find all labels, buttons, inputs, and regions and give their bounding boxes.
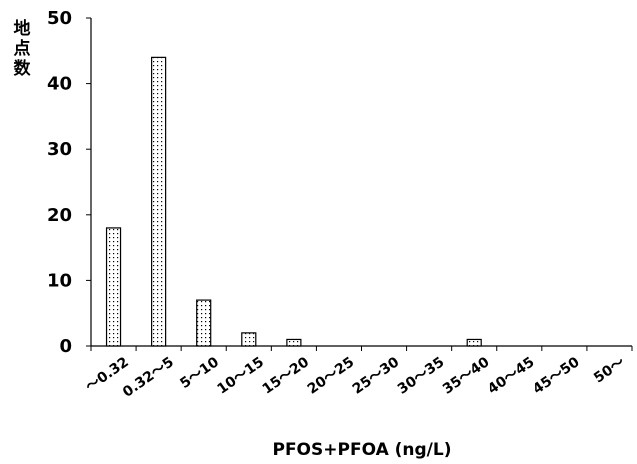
- x-tick-label: 30～35: [395, 354, 448, 397]
- x-tick-label: 20～25: [305, 354, 358, 397]
- bar: [241, 332, 257, 347]
- axes: [86, 17, 633, 351]
- y-axis-label-char: 数: [14, 58, 32, 79]
- x-axis-label: PFOS+PFOA (ng/L): [272, 440, 451, 459]
- y-tick-label: 40: [47, 74, 72, 95]
- y-tick-label: 50: [47, 8, 72, 29]
- y-tick-label: 20: [47, 205, 72, 226]
- x-tick-label: 45～50: [530, 354, 583, 398]
- y-axis-label-char: 点: [14, 38, 31, 59]
- bar: [286, 338, 302, 347]
- x-tick-label: 15～20: [260, 354, 313, 398]
- y-axis-label: 地点数: [14, 18, 32, 79]
- y-axis-label-char: 地: [14, 18, 31, 39]
- bar: [466, 338, 482, 347]
- y-tick-label: 10: [47, 270, 72, 291]
- x-tick-label: 35～40: [440, 354, 493, 398]
- y-tick-labels: 0 10 20 30 40 50: [47, 8, 72, 357]
- bars: [105, 56, 482, 347]
- x-tick-label: 50～: [591, 354, 628, 386]
- bar: [151, 56, 167, 347]
- x-tick-labels: ～0.320.32～5 5～1010～1515～2020～2525～3030～35…: [83, 354, 628, 401]
- x-tick-label: 10～15: [215, 354, 268, 397]
- x-tick-label: 40～45: [485, 354, 538, 397]
- bar: [196, 299, 212, 347]
- bar: [105, 227, 122, 347]
- y-tick-label: 30: [47, 139, 72, 160]
- x-tick-label: 25～30: [350, 354, 403, 398]
- x-tick-label: 0.32～5: [120, 354, 177, 401]
- y-tick-label: 0: [59, 336, 72, 357]
